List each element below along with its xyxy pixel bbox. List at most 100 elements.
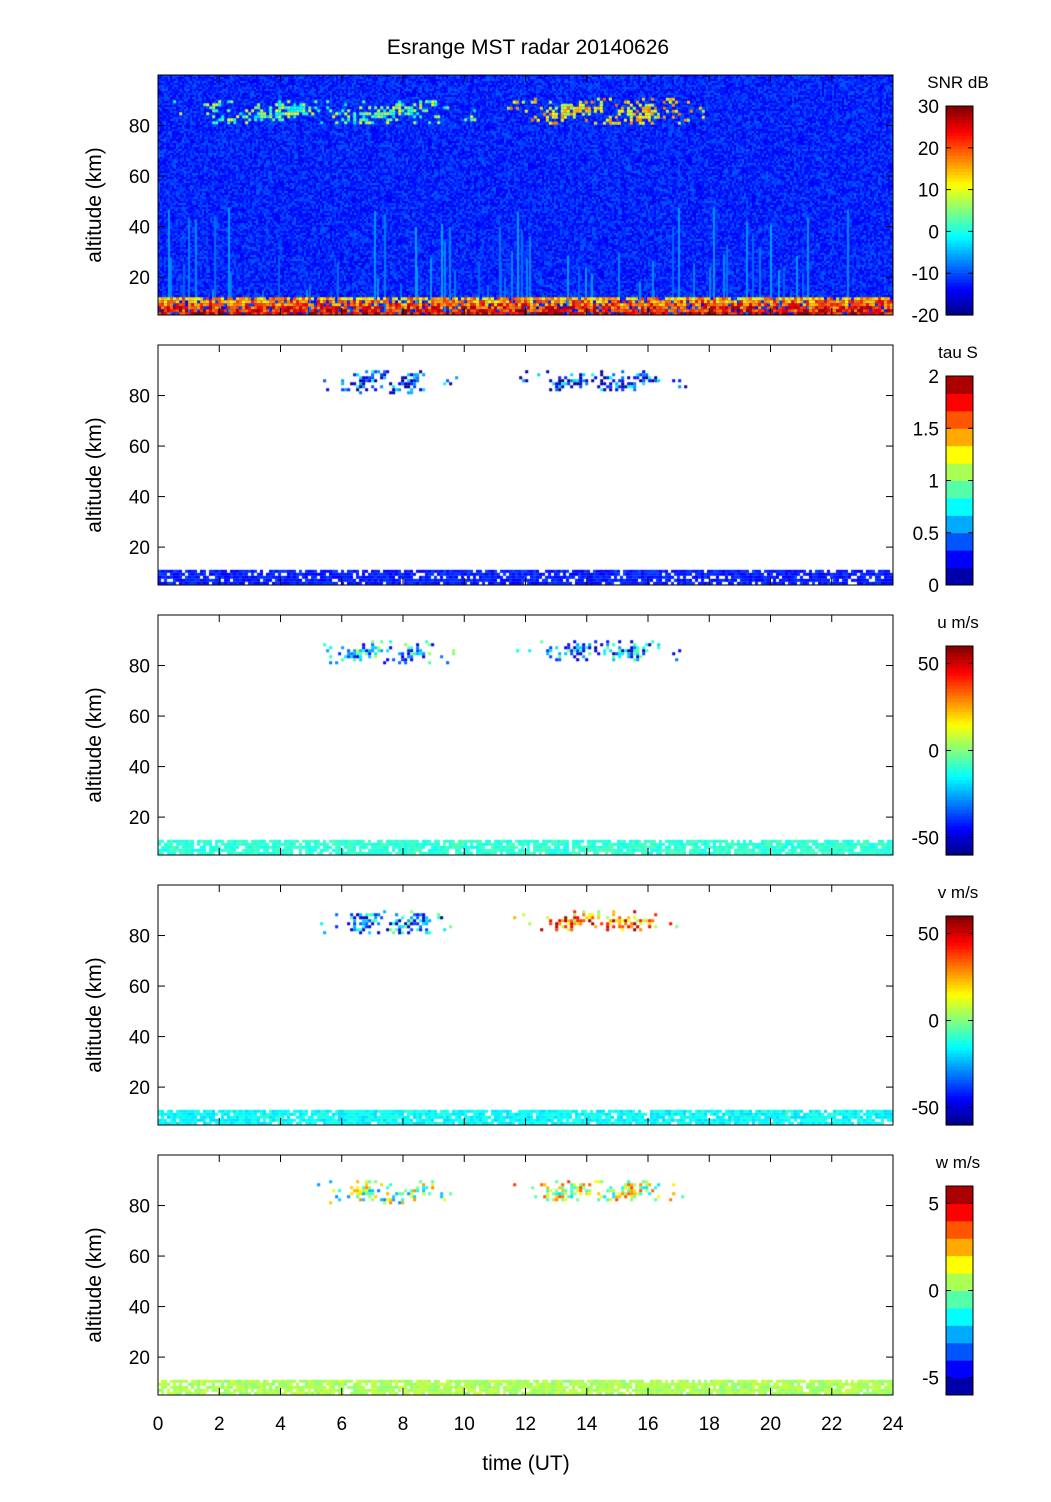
colorbar-step [946, 1121, 973, 1126]
colorbar-step [946, 792, 973, 797]
colorbar-step [946, 197, 973, 202]
panel-tau: 20 40 60 80 altitude (km) 0 0.5 1 1.5 2 tau S [83, 343, 978, 597]
colorbar-step [946, 1118, 973, 1123]
colorbar-step [946, 1072, 973, 1077]
colorbar-title-snr: SNR dB [927, 73, 988, 92]
y-tick-label-snr: 20 [129, 268, 150, 289]
y-axis-label-snr: altitude (km) [83, 147, 106, 263]
colorbar-step [946, 239, 973, 244]
colorbar-step [946, 220, 973, 225]
colorbar-step [946, 236, 973, 241]
colorbar-step [946, 743, 973, 748]
colorbar-step [946, 463, 973, 481]
colorbar-step [946, 799, 973, 804]
colorbar-step [946, 929, 973, 933]
colorbar-step [946, 119, 973, 123]
colorbar-step [946, 951, 973, 956]
colorbar-step [946, 428, 973, 447]
colorbar-step [946, 1004, 973, 1009]
colorbar-step [946, 1220, 973, 1239]
colorbar-step [946, 841, 973, 846]
x-tick-label: 0 [153, 1414, 164, 1435]
colorbar-frame [945, 105, 974, 316]
colorbar-step [946, 678, 973, 683]
colorbar-step [946, 646, 973, 650]
colorbar-tick-label: -50 [912, 1099, 939, 1120]
colorbar-step [946, 217, 973, 221]
colorbar-step [946, 659, 973, 663]
y-tick-label-v: 80 [129, 927, 150, 948]
colorbar-step [946, 1095, 973, 1100]
colorbar-step [946, 964, 973, 969]
colorbar-step [946, 132, 973, 136]
colorbar-step [946, 698, 973, 703]
y-axis-label-u: altitude (km) [83, 687, 106, 803]
heatmap-image-u [158, 615, 893, 855]
colorbar-step [946, 717, 973, 722]
x-tick-label: 8 [398, 1414, 409, 1435]
colorbar-step [946, 174, 973, 179]
colorbar-step [946, 727, 973, 732]
colorbar-tick-label: -5 [922, 1369, 939, 1390]
colorbar-step [946, 200, 973, 205]
colorbar-step [946, 1020, 973, 1025]
colorbar-step [946, 128, 973, 133]
colorbar-step [946, 1105, 973, 1110]
colorbar-step [946, 757, 973, 761]
colorbar-step [946, 945, 973, 950]
colorbar-step [946, 301, 973, 306]
colorbar-step [946, 987, 973, 992]
colorbar-tau: 0 0.5 1 1.5 2 tau S [913, 343, 978, 597]
y-tick-label-w: 60 [129, 1247, 150, 1268]
colorbar-step [946, 708, 973, 712]
colorbar-tick-label: 10 [918, 181, 939, 202]
colorbar-step [946, 1069, 973, 1074]
y-tick-label-snr: 40 [129, 218, 150, 239]
colorbar-step [946, 1102, 973, 1107]
colorbar-step [946, 106, 973, 110]
x-tick-label: 12 [515, 1414, 536, 1435]
colorbar-step [946, 1017, 973, 1022]
colorbar-step [946, 1377, 973, 1396]
colorbar-step [946, 825, 973, 830]
panel-snr: 20 40 60 80 altitude (km) -20 -10 0 10 20 30 SNR dB [83, 73, 989, 327]
colorbar-step [946, 376, 973, 394]
colorbar-step [946, 148, 973, 153]
colorbar-step [946, 773, 973, 778]
colorbar-step [946, 246, 973, 251]
colorbar-step [946, 958, 973, 963]
colorbar-step [946, 734, 973, 739]
colorbar-step [946, 1023, 973, 1028]
colorbar-step [946, 1053, 973, 1058]
colorbar-step [946, 681, 973, 686]
y-tick-label-u: 20 [129, 808, 150, 829]
colorbar-step [946, 138, 973, 143]
colorbar-tick-label: 0 [928, 222, 939, 243]
colorbar-step [946, 184, 973, 189]
colorbar-step [946, 819, 973, 823]
heatmap-image-w [158, 1155, 893, 1395]
colorbar-step [946, 701, 973, 706]
colorbar-step [946, 721, 973, 725]
colorbar-step [946, 1079, 973, 1084]
x-tick-label: 22 [821, 1414, 842, 1435]
colorbar-tick-label: 50 [918, 654, 939, 675]
colorbar-step [946, 1056, 973, 1061]
colorbar-step [946, 567, 973, 586]
colorbar-step [946, 760, 973, 765]
colorbar-step [946, 750, 973, 755]
x-tick-label: 4 [275, 1414, 286, 1435]
colorbar-step [946, 532, 973, 551]
colorbar-step [946, 796, 973, 801]
colorbar-step [946, 1000, 973, 1005]
colorbar-step [946, 1290, 973, 1309]
colorbar-step [946, 308, 973, 313]
colorbar-step [946, 125, 973, 130]
colorbar-step [946, 948, 973, 953]
colorbar-step [946, 1036, 973, 1041]
colorbar-step [946, 955, 973, 960]
colorbar-step [946, 649, 973, 654]
colorbar-step [946, 766, 973, 771]
colorbar-step [946, 740, 973, 745]
colorbar-step [946, 981, 973, 986]
